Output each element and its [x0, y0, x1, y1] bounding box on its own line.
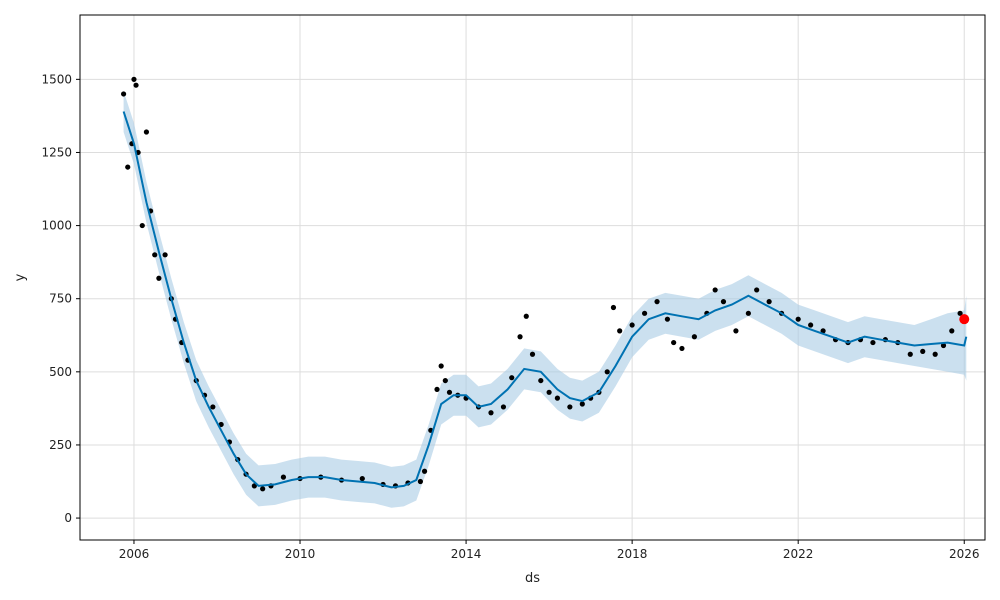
observed-point	[509, 375, 515, 381]
observed-point	[152, 252, 158, 258]
x-tick-label: 2018	[617, 547, 648, 561]
observed-point	[671, 339, 677, 346]
observed-point	[720, 299, 727, 305]
observed-point	[654, 299, 660, 305]
observed-point	[434, 386, 440, 392]
observed-point	[754, 287, 760, 293]
observed-point	[949, 328, 955, 334]
observed-point	[131, 76, 137, 82]
observed-point	[438, 363, 444, 369]
observed-point	[500, 404, 507, 410]
observed-point	[143, 129, 150, 135]
observed-point	[133, 82, 139, 88]
observed-point	[679, 345, 685, 352]
observed-point	[664, 316, 671, 322]
observed-point	[517, 334, 523, 340]
observed-point	[766, 299, 772, 305]
y-axis-ticks: 0 250 500 750 1000 1250 1500	[41, 72, 80, 525]
observed-point	[554, 395, 561, 401]
x-tick-label: 2022	[783, 547, 814, 561]
observed-point	[567, 404, 573, 410]
y-tick-label: 1000	[41, 219, 72, 233]
plot-frame	[79, 14, 986, 541]
observed-point	[210, 404, 216, 410]
observed-point	[125, 164, 131, 170]
observed-point	[610, 304, 617, 311]
x-tick-label: 2026	[949, 547, 980, 561]
x-tick-label: 2006	[119, 547, 150, 561]
y-tick-label: 0	[64, 511, 72, 525]
observed-point	[733, 328, 739, 334]
observed-point	[446, 389, 453, 395]
x-axis-label: ds	[525, 571, 540, 586]
y-tick-label: 500	[49, 365, 72, 379]
observed-point	[417, 478, 424, 485]
y-tick-label: 1250	[41, 145, 72, 159]
forecast-line	[122, 111, 968, 489]
observed-point	[359, 475, 365, 482]
observed-point	[907, 351, 913, 357]
observed-point	[641, 310, 648, 316]
observed-point	[162, 252, 168, 258]
observed-point	[488, 410, 494, 416]
y-tick-label: 750	[49, 292, 72, 306]
observed-point	[808, 322, 814, 328]
observed-point	[260, 486, 266, 492]
observed-point	[820, 328, 826, 334]
latest-observation-point	[959, 314, 970, 325]
observed-point	[139, 222, 145, 229]
observed-point	[920, 348, 926, 354]
observed-point	[940, 342, 947, 349]
latest-observation	[959, 314, 970, 325]
observed-point	[745, 310, 751, 316]
x-tick-label: 2010	[285, 547, 316, 561]
observed-point	[604, 369, 610, 375]
observed-point	[538, 377, 544, 384]
observed-point	[523, 313, 529, 319]
observed-point	[712, 287, 718, 293]
y-axis-label: y	[13, 273, 28, 281]
observed-point	[421, 468, 428, 474]
observed-point	[629, 322, 635, 328]
observed-point	[442, 377, 448, 384]
observed-point	[120, 91, 127, 97]
observed-point	[546, 389, 552, 395]
plot-area	[80, 15, 985, 540]
observed-point	[932, 351, 938, 357]
y-tick-label: 1500	[41, 72, 72, 86]
observed-point	[280, 474, 287, 480]
observed-point	[957, 310, 963, 316]
observed-point	[691, 334, 698, 340]
observed-point	[579, 401, 585, 407]
observed-point	[156, 275, 162, 281]
x-tick-label: 2014	[451, 547, 482, 561]
observed-point	[795, 316, 801, 322]
observed-point	[617, 328, 623, 334]
observed-point	[529, 351, 536, 357]
observed-point	[218, 421, 224, 428]
y-tick-label: 250	[49, 438, 72, 452]
observed-point	[870, 339, 876, 346]
x-axis-ticks: 2006 2010 2014 2018 2022 2026	[119, 540, 980, 561]
